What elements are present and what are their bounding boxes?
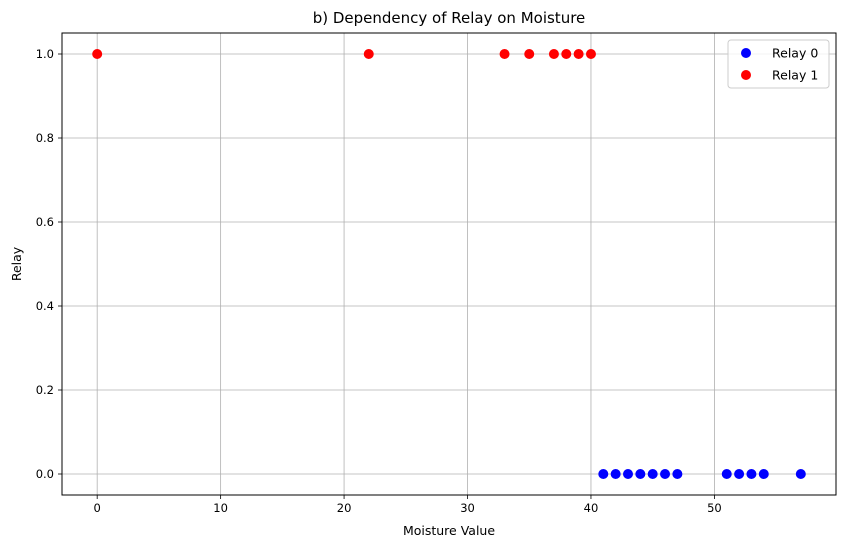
data-point-relay-1 xyxy=(524,49,535,59)
x-tick-label: 10 xyxy=(213,501,228,515)
data-point-relay-1 xyxy=(363,49,374,59)
legend-marker-relay-0 xyxy=(741,48,751,58)
data-point-relay-0 xyxy=(622,469,633,479)
data-point-relay-0 xyxy=(635,469,646,479)
x-tick-label: 50 xyxy=(707,501,722,515)
data-point-relay-0 xyxy=(672,469,683,479)
data-point-relay-0 xyxy=(734,469,745,479)
data-points xyxy=(92,49,806,479)
legend: Relay 0 Relay 1 xyxy=(727,39,830,89)
legend-box xyxy=(727,39,830,89)
data-point-relay-0 xyxy=(758,469,769,479)
legend-label-relay-0: Relay 0 xyxy=(772,46,818,61)
data-point-relay-0 xyxy=(746,469,757,479)
data-point-relay-0 xyxy=(598,469,609,479)
y-tick-label: 0.8 xyxy=(36,131,54,145)
data-point-relay-1 xyxy=(561,49,572,59)
data-point-relay-0 xyxy=(660,469,671,479)
data-point-relay-0 xyxy=(721,469,732,479)
data-point-relay-1 xyxy=(548,49,559,59)
x-tick-label: 30 xyxy=(460,501,475,515)
axis-ticks: 0 10 20 30 40 50 0.0 0.2 0.4 0.6 0.8 1.0 xyxy=(36,47,722,515)
data-point-relay-0 xyxy=(610,469,621,479)
y-tick-label: 0.0 xyxy=(36,467,54,481)
legend-marker-relay-1 xyxy=(741,70,751,80)
data-point-relay-0 xyxy=(647,469,658,479)
legend-label-relay-1: Relay 1 xyxy=(772,68,818,83)
x-tick-label: 40 xyxy=(584,501,599,515)
y-axis-label: Relay xyxy=(9,246,24,281)
data-point-relay-1 xyxy=(585,49,596,59)
y-tick-label: 0.2 xyxy=(36,383,54,397)
data-point-relay-1 xyxy=(499,49,510,59)
y-tick-label: 0.4 xyxy=(36,299,54,313)
x-tick-label: 0 xyxy=(94,501,101,515)
x-tick-label: 20 xyxy=(337,501,352,515)
data-point-relay-1 xyxy=(92,49,103,59)
data-point-relay-0 xyxy=(795,469,806,479)
x-axis-label: Moisture Value xyxy=(403,523,495,538)
grid xyxy=(62,33,836,495)
y-tick-label: 1.0 xyxy=(36,47,54,61)
chart-title: b) Dependency of Relay on Moisture xyxy=(313,9,586,27)
y-tick-label: 0.6 xyxy=(36,215,54,229)
data-point-relay-1 xyxy=(573,49,584,59)
plot-frame xyxy=(61,32,837,496)
